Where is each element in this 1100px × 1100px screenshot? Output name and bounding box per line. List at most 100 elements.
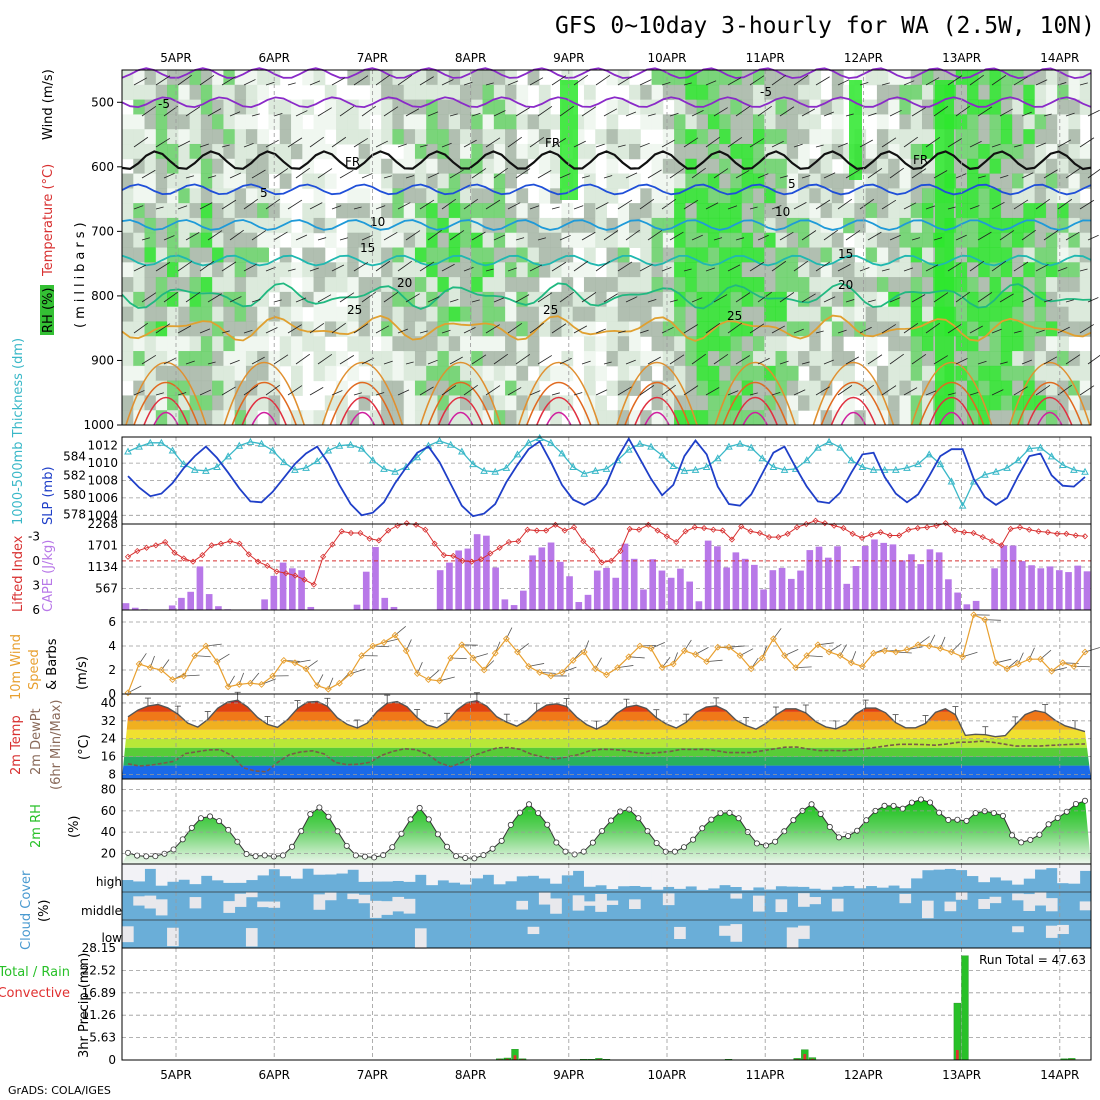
wind-barb — [419, 330, 428, 334]
rh-cell — [651, 188, 664, 204]
cloud-high-clear — [595, 864, 607, 886]
rh-cell — [527, 277, 540, 293]
rh-cell — [538, 158, 551, 175]
rh-cell — [1068, 188, 1081, 204]
rh-cell — [291, 262, 303, 278]
wind-barb — [867, 231, 882, 241]
wind-barb — [185, 175, 195, 179]
wind-barb — [889, 234, 901, 241]
rh-cell — [606, 173, 619, 189]
wind10m-point — [669, 660, 677, 668]
rh-cell — [674, 321, 686, 337]
warm-contour — [518, 361, 600, 426]
cloud-high-clear — [640, 864, 652, 887]
rh-cell — [538, 321, 551, 337]
rh-cell — [1045, 158, 1058, 175]
cape-bar — [353, 604, 361, 610]
cape-bar — [1065, 572, 1072, 610]
rh-cell — [212, 188, 224, 204]
rh-cell — [978, 351, 991, 367]
wind10m-point — [146, 664, 154, 672]
rh-point — [999, 812, 1006, 819]
li-point — [468, 558, 475, 565]
rh-cell — [347, 232, 360, 248]
cloud-low-clear — [674, 926, 686, 940]
rh-cell — [200, 173, 213, 189]
cape-bar — [843, 583, 851, 610]
cloud-high-clear — [358, 864, 371, 882]
rh-cell — [674, 306, 686, 322]
wind-barb — [757, 105, 772, 117]
rh-cell — [1057, 188, 1069, 204]
rh-cell — [133, 306, 146, 322]
rh-point — [298, 828, 305, 835]
rh-cell — [696, 395, 709, 411]
rh-cell — [122, 217, 134, 234]
rh-cell — [899, 84, 912, 101]
wind10m-point — [258, 680, 265, 688]
rh-point — [644, 828, 651, 835]
rh-cell — [133, 143, 146, 160]
rh-cell — [809, 262, 822, 278]
rh-cell — [899, 410, 912, 426]
wind-barb — [845, 356, 860, 365]
rh-cell — [899, 262, 912, 278]
rh-cell — [245, 321, 258, 337]
rh-point — [170, 846, 177, 853]
rh-cell — [707, 410, 720, 426]
rh-cell — [403, 70, 416, 86]
wind-barb — [155, 75, 171, 86]
rh-cell — [358, 247, 371, 263]
rh-cell — [245, 84, 258, 101]
rh-point — [1072, 800, 1079, 807]
rh-cell — [820, 158, 833, 175]
rh-cell — [955, 291, 968, 308]
rh-cell — [640, 143, 653, 160]
thickness-line — [127, 437, 1086, 508]
rh-cell — [279, 336, 292, 352]
rh-cell — [854, 291, 867, 308]
rh-cell — [200, 380, 213, 396]
rh-cell — [212, 84, 224, 101]
wind-barb — [867, 354, 883, 365]
rh-cell — [245, 70, 258, 86]
wind-barb — [419, 261, 435, 272]
wind10m-point — [881, 647, 889, 655]
rh-cell — [358, 380, 371, 396]
rh-cell — [820, 247, 833, 263]
rh-cell — [719, 262, 731, 278]
rh-cell — [617, 380, 630, 396]
rh-cell — [685, 351, 698, 367]
rh-cell — [1068, 380, 1081, 396]
rh-cell — [651, 70, 664, 86]
rh-cell — [707, 99, 720, 115]
precip-convective-bar — [955, 1050, 959, 1060]
rh-point — [562, 848, 569, 855]
wind-barb — [185, 360, 195, 365]
rh-cell — [798, 158, 810, 175]
rh-cell — [302, 336, 315, 352]
rh-cell — [662, 277, 675, 293]
rh-cell — [414, 203, 427, 219]
rh-cell — [257, 232, 269, 248]
rh-cell — [245, 395, 258, 411]
rh-cell — [426, 84, 438, 101]
rh-cell — [696, 336, 709, 352]
rh-cell — [775, 173, 788, 189]
rh-cell — [324, 232, 337, 248]
rh-cell — [719, 173, 731, 189]
wind-barb — [1057, 384, 1072, 396]
li-point — [700, 525, 708, 532]
wind-barb — [639, 142, 650, 148]
rh-cell — [527, 114, 540, 130]
rh-cell — [978, 173, 991, 189]
wind-barb — [779, 292, 795, 303]
wind-barb — [1065, 168, 1081, 179]
rh-cell — [482, 84, 495, 101]
rh-cell — [167, 351, 179, 367]
cloud-high-clear — [629, 864, 641, 886]
rh-cell — [583, 143, 596, 160]
rh-cell — [809, 380, 822, 396]
rh-cell — [899, 217, 912, 234]
